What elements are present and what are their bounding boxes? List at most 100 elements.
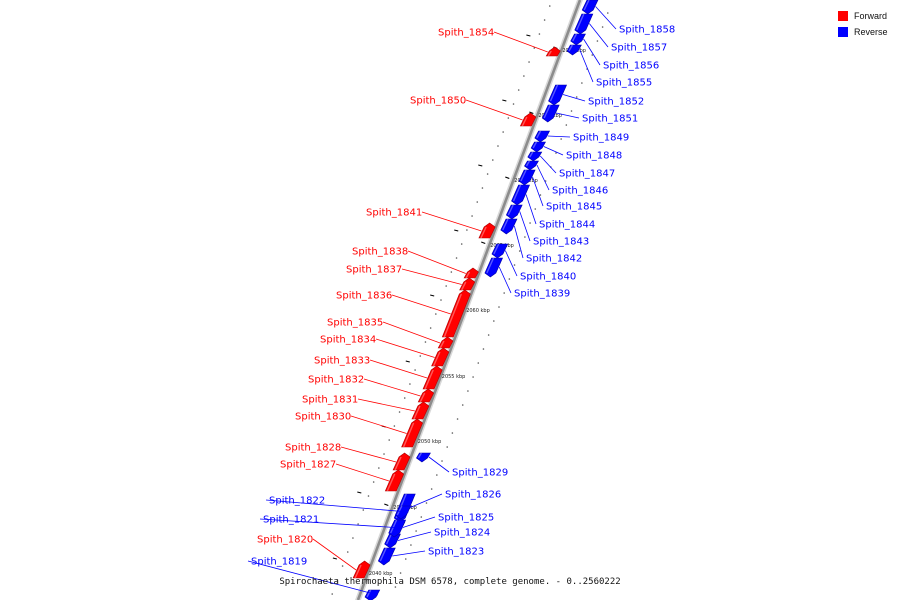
scale-dot: [398, 411, 401, 413]
gene-spith-1843[interactable]: [505, 204, 523, 220]
gene-spith-1855[interactable]: [566, 44, 582, 56]
gene-label-spith-1844[interactable]: Spith_1844: [539, 220, 595, 231]
gene-label-spith-1855[interactable]: Spith_1855: [596, 78, 652, 89]
scale-dot: [436, 474, 438, 476]
gene-label-spith-1827[interactable]: Spith_1827: [280, 460, 336, 471]
gene-label-spith-1849[interactable]: Spith_1849: [573, 133, 629, 144]
gene-label-spith-1819[interactable]: Spith_1819: [251, 557, 307, 568]
gene-label-spith-1854[interactable]: Spith_1854: [438, 28, 494, 39]
leader-line: [536, 164, 550, 191]
gene-label-spith-1831[interactable]: Spith_1831: [302, 395, 358, 406]
gene-spith-1829[interactable]: [416, 452, 431, 463]
gene-highlight: [572, 33, 578, 42]
minor-tick: [454, 229, 459, 232]
gene-spith-1822[interactable]: [394, 505, 412, 520]
scale-dot: [429, 327, 432, 329]
gene-spith-1838[interactable]: [463, 267, 479, 279]
gene-spith-1856[interactable]: [570, 33, 586, 46]
gene-spith-1854[interactable]: [545, 46, 561, 57]
scale-dot: [410, 544, 412, 546]
gene-spith-1851[interactable]: [541, 104, 560, 123]
gene-label-spith-1843[interactable]: Spith_1843: [533, 237, 589, 248]
gene-spith-1850[interactable]: [519, 112, 537, 127]
gene-spith-1836[interactable]: [441, 289, 471, 338]
gene-spith-1840[interactable]: [491, 243, 509, 259]
minor-tick: [526, 34, 531, 37]
gene-highlight: [394, 456, 402, 471]
gene-spith-1844[interactable]: [511, 184, 531, 206]
scale-dot: [346, 551, 349, 553]
gene-label-spith-1837[interactable]: Spith_1837: [346, 265, 402, 276]
gene-label-spith-1851[interactable]: Spith_1851: [582, 114, 638, 125]
gene-spith-1828[interactable]: [392, 452, 411, 471]
gene-spith-1845[interactable]: [518, 169, 536, 186]
minor-tick: [357, 491, 362, 494]
leader-line: [588, 23, 609, 48]
gene-spith-1858[interactable]: [581, 0, 599, 15]
gene-spith-1827[interactable]: [384, 469, 405, 492]
scale-dot: [498, 306, 500, 308]
gene-highlight: [576, 13, 585, 31]
forward-swatch: [838, 11, 848, 21]
gene-label-spith-1838[interactable]: Spith_1838: [352, 247, 408, 258]
gene-spith-1837[interactable]: [459, 277, 476, 291]
gene-spith-1833[interactable]: [422, 365, 443, 390]
gene-spith-1821[interactable]: [388, 519, 407, 538]
leader-line: [265, 499, 409, 513]
gene-label-spith-1826[interactable]: Spith_1826: [445, 490, 501, 501]
gene-label-spith-1845[interactable]: Spith_1845: [546, 202, 602, 213]
gene-label-spith-1821[interactable]: Spith_1821: [263, 515, 319, 526]
gene-label-spith-1824[interactable]: Spith_1824: [434, 528, 490, 539]
gene-label-spith-1834[interactable]: Spith_1834: [320, 335, 376, 346]
scale-dot: [596, 40, 599, 42]
scale-dot: [414, 369, 416, 371]
gene-spith-1830[interactable]: [401, 418, 423, 448]
gene-label-spith-1830[interactable]: Spith_1830: [295, 412, 351, 423]
gene-label-spith-1833[interactable]: Spith_1833: [314, 356, 370, 367]
gene-spith-1848[interactable]: [530, 141, 546, 153]
scale-dot: [460, 243, 463, 245]
gene-label-spith-1823[interactable]: Spith_1823: [428, 547, 484, 558]
gene-spith-1852[interactable]: [548, 84, 568, 106]
gene-label-spith-1847[interactable]: Spith_1847: [559, 169, 615, 180]
gene-spith-1831[interactable]: [411, 401, 430, 420]
gene-label-spith-1825[interactable]: Spith_1825: [438, 513, 494, 524]
gene-spith-1832[interactable]: [417, 388, 435, 403]
gene-label-spith-1829[interactable]: Spith_1829: [452, 468, 508, 479]
gene-spith-1839[interactable]: [484, 257, 504, 278]
gene-spith-1857[interactable]: [574, 13, 594, 35]
gene-label-spith-1832[interactable]: Spith_1832: [308, 375, 364, 386]
gene-label-spith-1839[interactable]: Spith_1839: [514, 289, 570, 300]
leader-line: [562, 94, 586, 102]
gene-label-spith-1848[interactable]: Spith_1848: [566, 151, 622, 162]
gene-highlight: [402, 422, 415, 448]
gene-label-spith-1820[interactable]: Spith_1820: [257, 535, 313, 546]
gene-label-spith-1836[interactable]: Spith_1836: [336, 291, 392, 302]
scale-dot: [331, 593, 334, 595]
gene-spith-1846[interactable]: [524, 160, 539, 171]
gene-label-spith-1840[interactable]: Spith_1840: [520, 272, 576, 283]
gene-spith-1847[interactable]: [527, 151, 543, 162]
gene-spith-1820[interactable]: [352, 560, 371, 579]
scale-dot: [508, 278, 511, 280]
gene-label-spith-1828[interactable]: Spith_1828: [285, 443, 341, 454]
gene-spith-1849[interactable]: [534, 130, 551, 143]
gene-label-spith-1842[interactable]: Spith_1842: [526, 254, 582, 265]
gene-spith-1841[interactable]: [478, 222, 496, 239]
gene-spith-1834[interactable]: [431, 347, 450, 367]
gene-spith-1842[interactable]: [500, 218, 518, 235]
gene-spith-1823[interactable]: [377, 547, 396, 566]
gene-spith-1835[interactable]: [437, 336, 454, 349]
gene-label-spith-1852[interactable]: Spith_1852: [588, 97, 644, 108]
gene-label-spith-1857[interactable]: Spith_1857: [611, 43, 667, 54]
gene-label-spith-1850[interactable]: Spith_1850: [410, 96, 466, 107]
gene-label-spith-1835[interactable]: Spith_1835: [327, 318, 383, 329]
gene-label-spith-1856[interactable]: Spith_1856: [603, 61, 659, 72]
scale-dot: [523, 75, 525, 77]
gene-label-spith-1841[interactable]: Spith_1841: [366, 208, 422, 219]
scale-dot: [399, 572, 402, 574]
scale-dot: [487, 334, 490, 336]
gene-label-spith-1858[interactable]: Spith_1858: [619, 25, 675, 36]
gene-label-spith-1846[interactable]: Spith_1846: [552, 186, 608, 197]
gene-label-spith-1822[interactable]: Spith_1822: [269, 496, 325, 507]
